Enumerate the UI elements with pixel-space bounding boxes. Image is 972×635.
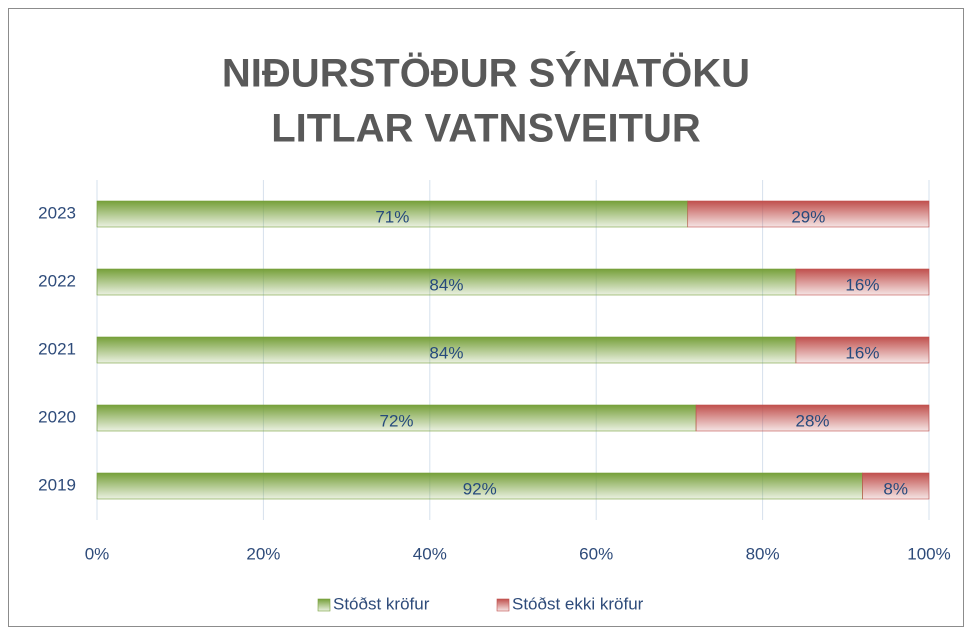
x-tick-label: 60%	[579, 544, 613, 563]
data-label: 28%	[796, 411, 830, 430]
legend-swatch	[317, 598, 331, 612]
data-label: 29%	[791, 207, 825, 226]
y-tick-label: 2019	[38, 475, 76, 494]
bar-segment	[795, 268, 930, 296]
data-label: 16%	[845, 343, 879, 362]
y-tick-label: 2023	[38, 203, 76, 222]
bar-segment	[695, 404, 930, 432]
x-tick-label: 20%	[246, 544, 280, 563]
data-label: 84%	[429, 275, 463, 294]
data-label: 16%	[845, 275, 879, 294]
data-label: 92%	[463, 479, 497, 498]
data-label: 72%	[380, 411, 414, 430]
chart-border	[8, 8, 964, 627]
y-tick-label: 2021	[38, 339, 76, 358]
x-tick-label: 0%	[85, 544, 110, 563]
bar-segment	[96, 336, 797, 364]
bar-segment	[862, 472, 930, 500]
bar-segment	[96, 472, 863, 500]
legend-swatch	[496, 598, 510, 612]
data-label: 71%	[375, 207, 409, 226]
data-label: 84%	[429, 343, 463, 362]
x-tick-label: 80%	[746, 544, 780, 563]
data-label: 8%	[883, 479, 908, 498]
bar-segment	[96, 200, 689, 228]
chart-title: LITLAR VATNSVEITUR	[271, 107, 701, 151]
y-tick-label: 2022	[38, 271, 76, 290]
x-tick-label: 100%	[907, 544, 950, 563]
bar-segment	[96, 268, 797, 296]
x-tick-label: 40%	[413, 544, 447, 563]
legend-label: Stóðst kröfur	[333, 594, 430, 613]
y-tick-label: 2020	[38, 407, 76, 426]
chart-title: NIÐURSTÖÐUR SÝNATÖKU	[222, 50, 750, 96]
bar-segment	[687, 200, 930, 228]
legend-label: Stóðst ekki kröfur	[512, 594, 644, 613]
bar-segment	[795, 336, 930, 364]
